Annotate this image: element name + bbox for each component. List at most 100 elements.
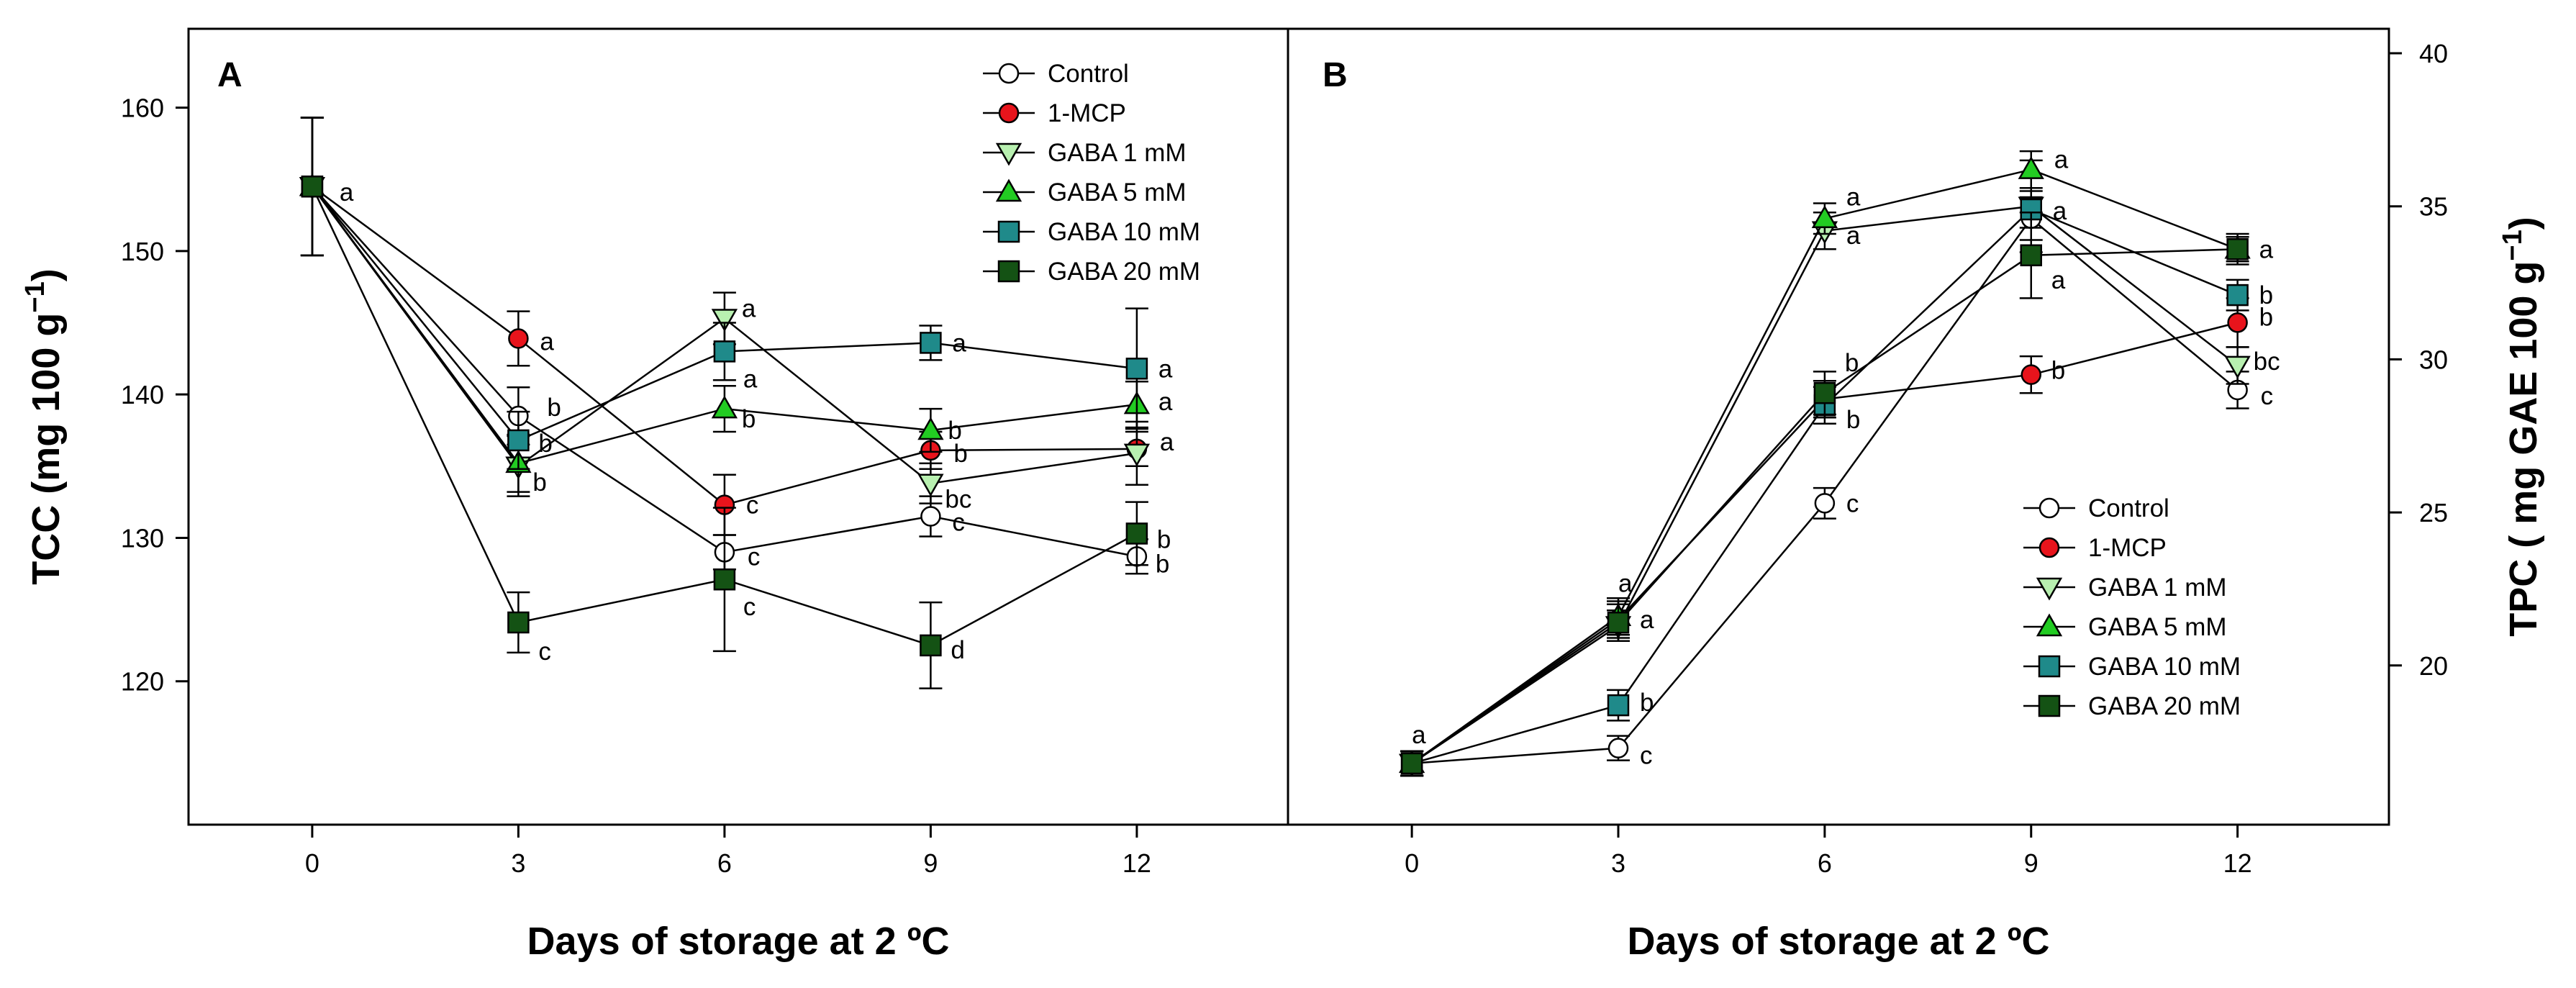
data-point (2226, 284, 2249, 307)
chart-panel-b: 0 3 6 9 12 Days of storage at 2 ºC 20 25 30 35 40 T… (1287, 27, 2545, 963)
panel-label: A (217, 56, 242, 94)
legend-entry: 1-MCP (2088, 534, 2167, 562)
data-point (1125, 358, 1148, 380)
significance-letter: a (743, 365, 758, 393)
legend-marker (2038, 537, 2060, 558)
data-point (711, 309, 738, 332)
y-tick-label: 160 (121, 94, 164, 123)
y-tick-label: 30 (2419, 345, 2448, 374)
significance-letter: a (1846, 222, 1861, 250)
significance-letter: c (746, 491, 759, 520)
y-tick-label: 25 (2419, 498, 2448, 527)
significance-letter: b (547, 394, 561, 422)
significance-letter: b (1640, 689, 1654, 717)
data-point (1813, 381, 1836, 404)
data-point (1400, 752, 1423, 775)
significance-letter: a (2053, 197, 2067, 225)
legend-marker (995, 142, 1022, 166)
significance-letter: c (952, 509, 965, 537)
series-1-mcp: acb a (300, 117, 1174, 536)
series-gaba-5-mm: b ba (299, 117, 1173, 493)
legend-entry: Control (2088, 494, 2169, 522)
significance-letter: c (743, 593, 756, 621)
significance-letter: c (538, 638, 551, 666)
significance-letter: b (742, 405, 756, 433)
legend: Control 1-MCP GABA 1 mM GABA 5 mM GABA 10 mM… (983, 60, 1200, 286)
data-point (1811, 205, 1838, 228)
data-point (1607, 611, 1630, 634)
data-point (2021, 364, 2041, 385)
significance-letter: a (1412, 721, 1426, 749)
significance-letter: a (1158, 355, 1173, 383)
data-point (917, 417, 944, 440)
significance-letter: b (953, 440, 967, 468)
data-point (713, 568, 736, 591)
x-axis-title: Days of storage at 2 ºC (527, 920, 950, 963)
significance-letter: a (1618, 570, 1633, 598)
data-point (2018, 156, 2044, 179)
significance-letter: b (532, 468, 546, 497)
data-point (920, 506, 941, 527)
legend-entry: GABA 5 mM (1048, 178, 1187, 207)
data-point (920, 332, 942, 354)
y-axis-title: TCC (mg 100 g−1) (20, 268, 68, 584)
significance-letter: b (2051, 357, 2065, 385)
data-point (1814, 493, 1836, 514)
significance-letter: bc (945, 486, 971, 514)
legend-marker (998, 102, 1020, 124)
legend-entry: GABA 1 mM (1048, 139, 1187, 167)
significance-letter: a (2054, 146, 2069, 174)
significance-letter: a (1846, 183, 1861, 212)
significance-letter: b (538, 430, 552, 458)
significance-letter: bc (2254, 348, 2280, 376)
significance-letter: b (1157, 525, 1171, 553)
plot-frame (1287, 27, 2390, 826)
y-tick-label: 20 (2419, 651, 2448, 681)
significance-letter: a (1160, 428, 1174, 456)
legend-marker (2036, 577, 2063, 601)
legend-marker (997, 220, 1020, 243)
x-tick-label: 0 (305, 848, 319, 878)
data-point (920, 634, 942, 657)
significance-letter: a (2051, 266, 2066, 294)
data-point (1125, 522, 1148, 545)
y-tick-label: 120 (121, 667, 164, 697)
legend-marker (995, 178, 1022, 202)
legend-marker (997, 260, 1020, 283)
data-point (301, 175, 324, 198)
legend-marker (2038, 694, 2061, 717)
data-point (1607, 694, 1630, 717)
data-point (713, 340, 736, 363)
chart-panel-a: 0 3 6 9 12 Days of storage at 2 ºC 120 130 140 15… (20, 27, 1289, 963)
significance-letter: c (1640, 742, 1653, 770)
significance-letter: a (540, 327, 554, 355)
legend-marker (998, 63, 1020, 84)
significance-letter: c (748, 543, 761, 571)
significance-letter: b (1156, 550, 1169, 578)
data-point (1123, 443, 1151, 467)
y-tick-label: 130 (121, 523, 164, 553)
legend-entry: GABA 20 mM (2088, 692, 2241, 720)
legend: Control 1-MCP GABA 1 mM GABA 5 mM GABA 10 mM… (2023, 494, 2241, 720)
data-point (2224, 355, 2251, 379)
significance-letter: b (948, 417, 961, 445)
significance-letter: d (951, 636, 964, 664)
data-point (917, 473, 944, 497)
significance-letter: c (2261, 382, 2274, 410)
x-tick-label: 6 (1818, 848, 1832, 878)
x-tick-label: 3 (511, 848, 525, 878)
x-axis-title: Days of storage at 2 ºC (1628, 920, 2050, 963)
series-control: c c c (1400, 196, 2274, 777)
significance-letter: a (340, 178, 354, 207)
data-point (711, 395, 738, 419)
x-tick-label: 12 (2223, 848, 2252, 878)
data-point (508, 328, 529, 349)
data-point (2227, 312, 2248, 333)
x-tick-label: 3 (1611, 848, 1625, 878)
x-tick-label: 0 (1405, 848, 1419, 878)
y-tick-label: 140 (121, 380, 164, 409)
data-point (1607, 738, 1629, 758)
legend-entry: 1-MCP (1048, 99, 1126, 127)
